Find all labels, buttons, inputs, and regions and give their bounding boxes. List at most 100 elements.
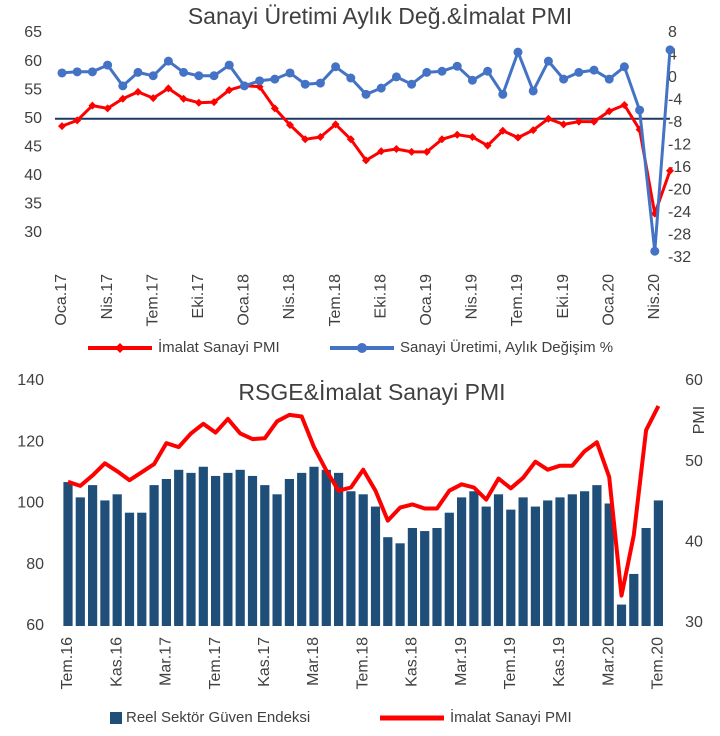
- point: [498, 126, 507, 135]
- point: [87, 67, 97, 77]
- point: [635, 105, 645, 115]
- bar: [395, 543, 405, 626]
- y2-tick-label: -32: [668, 249, 691, 266]
- bar: [506, 509, 516, 626]
- bar: [493, 494, 504, 626]
- point: [255, 76, 265, 86]
- point: [543, 56, 553, 66]
- bar: [518, 497, 528, 626]
- legend-label: İmalat Sanayi PMI: [450, 708, 572, 726]
- x-tick-label: Tem.19: [502, 637, 519, 690]
- point: [72, 67, 82, 77]
- y-tick-label: 100: [17, 495, 44, 512]
- point: [377, 147, 386, 156]
- y-tick-label: 60: [24, 53, 42, 70]
- point: [665, 45, 675, 55]
- bar: [75, 497, 85, 626]
- bar: [555, 497, 565, 626]
- x-tick-label: Tem.17: [207, 637, 224, 690]
- point: [514, 133, 522, 142]
- y-tick-label: 65: [24, 24, 42, 41]
- y2-tick-label: -20: [668, 182, 691, 199]
- y-tick-label: 40: [24, 167, 42, 184]
- line: [67, 405, 661, 598]
- chart: RSGE&İmalat Sanayi PMI 60 80 100 120 140 30 40 5…: [17, 372, 708, 726]
- point: [148, 71, 158, 81]
- x-tick-label: Mar.20: [600, 637, 617, 686]
- bar: [223, 472, 233, 626]
- bar: [469, 491, 479, 626]
- point: [286, 121, 294, 129]
- point: [58, 122, 66, 131]
- point: [88, 101, 97, 110]
- bar: [309, 466, 319, 626]
- x-tick-label: Eki.18: [372, 274, 389, 319]
- point: [483, 141, 492, 150]
- point: [331, 120, 340, 129]
- y2-tick-label: -24: [668, 204, 691, 221]
- point: [376, 83, 386, 93]
- point: [346, 73, 356, 83]
- point: [194, 98, 203, 107]
- point: [134, 87, 142, 96]
- x-tick-label: Tem.19: [509, 274, 526, 327]
- bar: [174, 469, 184, 626]
- x-tick-label: Tem.20: [650, 637, 667, 690]
- point: [209, 71, 219, 81]
- bar: [63, 482, 73, 626]
- bar: [481, 506, 491, 626]
- point: [103, 60, 113, 70]
- x-tick-label: Kas.18: [404, 637, 421, 687]
- point: [149, 94, 158, 103]
- y-tick-label: 140: [17, 372, 44, 389]
- bar: [370, 506, 381, 626]
- bar: [211, 475, 221, 626]
- point: [225, 86, 234, 95]
- bar: [383, 537, 393, 626]
- point: [437, 66, 447, 76]
- x-tick-label: Kas.19: [551, 637, 568, 687]
- point: [666, 166, 674, 175]
- point: [574, 67, 584, 77]
- point: [620, 101, 629, 109]
- legend-swatch: [110, 712, 122, 724]
- point: [362, 156, 370, 165]
- y-tick-label: 55: [24, 81, 42, 98]
- point: [331, 62, 341, 72]
- point: [239, 81, 249, 91]
- x-tick-label: Tem.18: [354, 637, 371, 690]
- x-tick-label: Kas.17: [256, 637, 273, 687]
- point: [285, 68, 295, 78]
- point: [103, 104, 112, 113]
- bar: [567, 494, 577, 626]
- point: [467, 75, 477, 85]
- y-tick-label: 45: [24, 139, 42, 156]
- x-tick-label: Oca.17: [53, 274, 70, 326]
- y2-tick-label: -8: [668, 114, 682, 131]
- point: [422, 67, 432, 77]
- point: [438, 135, 446, 144]
- bar: [284, 479, 294, 626]
- point: [422, 147, 431, 156]
- point: [133, 67, 143, 77]
- y-tick-label: 30: [24, 224, 42, 241]
- x-tick-label: Tem.18: [327, 274, 344, 327]
- y2-tick-label: 30: [685, 614, 703, 631]
- point: [73, 116, 82, 125]
- y2-tick-label: 0: [668, 69, 677, 86]
- x-tick-label: Eki.17: [190, 274, 207, 319]
- point: [559, 74, 569, 84]
- point: [224, 60, 234, 70]
- x-tick-label: Tem.16: [59, 637, 76, 690]
- point: [392, 145, 401, 153]
- point: [179, 94, 188, 103]
- point: [300, 79, 310, 89]
- point: [57, 68, 67, 78]
- point: [559, 120, 568, 129]
- y2-tick-label: 60: [685, 372, 703, 389]
- y-tick-label: 50: [24, 110, 42, 127]
- chart: Sanayi Üretimi Aylık Değ.&İmalat PMI 30 35…: [24, 3, 691, 356]
- y2-tick-label: -28: [668, 227, 691, 244]
- bar: [616, 604, 627, 626]
- legend-label: Reel Sektör Güven Endeksi: [126, 709, 310, 726]
